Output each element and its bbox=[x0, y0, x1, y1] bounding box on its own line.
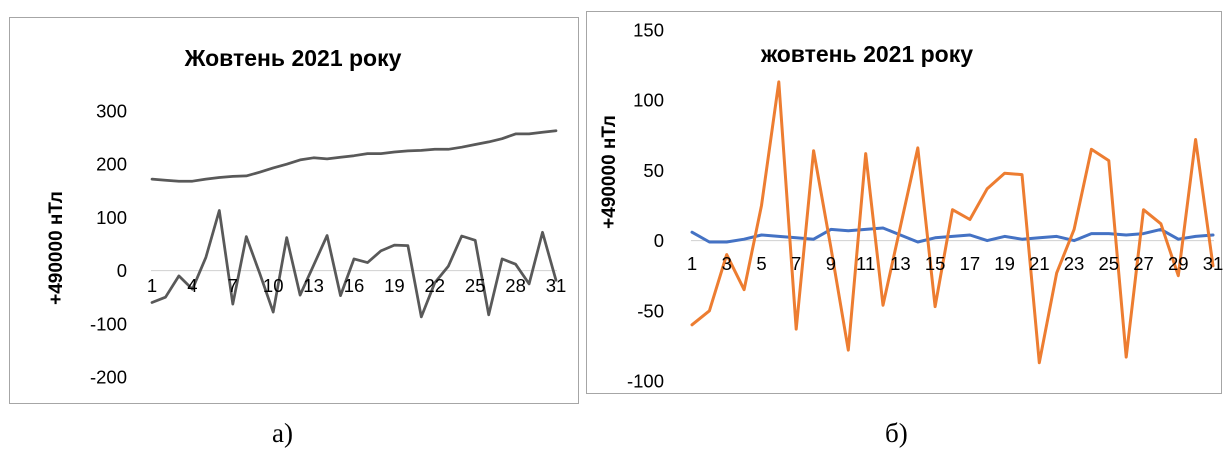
chart-a-series-line-1 bbox=[150, 129, 558, 183]
chart-b-xtick-label: 19 bbox=[994, 253, 1015, 274]
chart-a-xtick-label: 31 bbox=[546, 275, 567, 296]
chart-a-ytick-label: 200 bbox=[96, 154, 127, 175]
chart-b-xtick-label: 21 bbox=[1029, 253, 1050, 274]
chart-b-xtick-label: 15 bbox=[925, 253, 946, 274]
chart-b-xtick-label: 11 bbox=[856, 253, 875, 274]
chart-a-xtick-label: 16 bbox=[344, 275, 365, 296]
chart-b-ytick-label: 150 bbox=[633, 20, 664, 41]
chart-b-xtick-label: 29 bbox=[1168, 253, 1189, 274]
chart-panel-a: Жовтень 2021 року +490000 нТл 300 200 100 0… bbox=[9, 17, 579, 404]
chart-a-xtick-label: 7 bbox=[228, 275, 238, 296]
chart-b-xtick-label: 3 bbox=[722, 253, 732, 274]
chart-a-svg: Жовтень 2021 року +490000 нТл 300 200 100 0… bbox=[46, 45, 567, 388]
chart-b-ytick-label: -50 bbox=[637, 300, 664, 321]
chart-a-xtick-label: 10 bbox=[263, 275, 284, 296]
chart-b-xtick-label: 7 bbox=[791, 253, 801, 274]
chart-b-xtick-label: 5 bbox=[756, 253, 766, 274]
chart-b-xtick-label: 31 bbox=[1203, 253, 1223, 274]
chart-a-xtick-label: 22 bbox=[425, 275, 446, 296]
chart-b-xtick-label: 17 bbox=[960, 253, 981, 274]
chart-b-series-line-1 bbox=[690, 226, 1215, 244]
chart-b-ylabel: +490000 нТл bbox=[599, 115, 620, 229]
chart-b-xtick-label: 23 bbox=[1064, 253, 1085, 274]
chart-b-xtick-label: 25 bbox=[1099, 253, 1120, 274]
chart-b-ytick-label: -100 bbox=[627, 371, 664, 392]
chart-b-xtick-label: 1 bbox=[687, 253, 697, 274]
chart-a-ytick-label: -100 bbox=[90, 313, 127, 334]
chart-a-xtick-label: 19 bbox=[384, 275, 405, 296]
chart-b-xtick-label: 13 bbox=[890, 253, 911, 274]
chart-a-title: Жовтень 2021 року bbox=[184, 45, 402, 71]
chart-b-ytick-label: 50 bbox=[643, 160, 664, 181]
chart-b-series-line-2 bbox=[690, 80, 1215, 365]
chart-a-ytick-label: 100 bbox=[96, 207, 127, 228]
chart-b-xtick-label: 27 bbox=[1133, 253, 1154, 274]
panel-b-caption: б) bbox=[885, 418, 908, 448]
chart-a-xtick-label: 28 bbox=[505, 275, 526, 296]
chart-a-ytick-label: 300 bbox=[96, 101, 127, 122]
chart-b-ytick-label: 100 bbox=[633, 90, 664, 111]
chart-a-xtick-label: 4 bbox=[187, 275, 197, 296]
chart-b-xtick-label: 9 bbox=[826, 253, 836, 274]
chart-a-xtick-label: 13 bbox=[303, 275, 324, 296]
chart-a-ytick-label: 0 bbox=[117, 260, 127, 281]
chart-a-ytick-label: -200 bbox=[90, 367, 127, 388]
chart-panel-b: жовтень 2021 року +490000 нТл 150 100 50 0 -… bbox=[586, 11, 1223, 394]
chart-b-svg: жовтень 2021 року +490000 нТл 150 100 50 0 -… bbox=[599, 20, 1223, 392]
chart-b-title: жовтень 2021 року bbox=[760, 41, 973, 67]
chart-a-xtick-label: 25 bbox=[465, 275, 486, 296]
chart-b-ytick-label: 0 bbox=[654, 230, 664, 251]
chart-a-xtick-label: 1 bbox=[147, 275, 157, 296]
chart-a-series-line-2 bbox=[150, 209, 558, 319]
panel-a-caption: а) bbox=[272, 418, 293, 448]
chart-a-ylabel: +490000 нТл bbox=[46, 191, 67, 305]
